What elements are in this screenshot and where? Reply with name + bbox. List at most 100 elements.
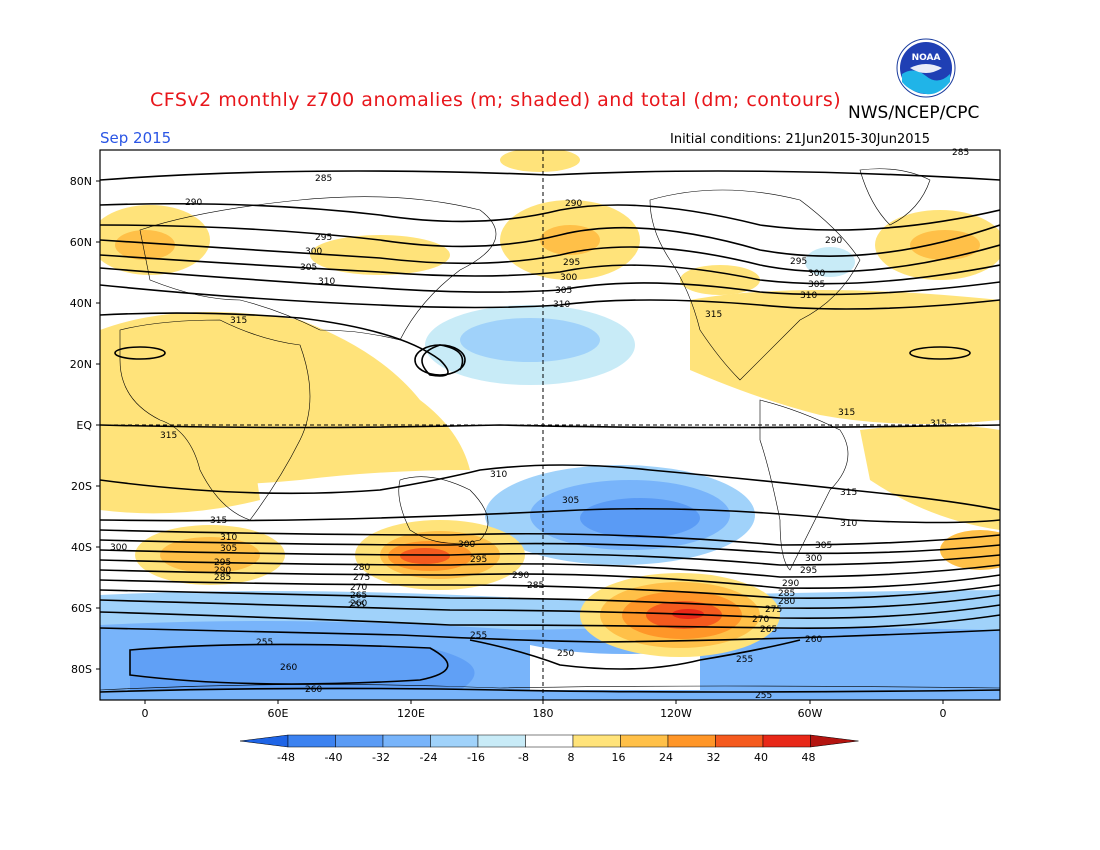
lon-label: 180 <box>533 707 554 720</box>
svg-text:310: 310 <box>318 277 335 287</box>
svg-text:255: 255 <box>348 601 365 611</box>
agency-label: NWS/NCEP/CPC <box>848 103 980 123</box>
svg-text:290: 290 <box>185 198 202 208</box>
latitude-axis: 80N 60N 40N 20N EQ 20S 40S 60S 80S <box>70 175 100 676</box>
colorbar-bin <box>525 734 574 748</box>
svg-text:260: 260 <box>305 685 322 695</box>
svg-text:280: 280 <box>778 597 795 607</box>
lat-label: 40N <box>70 297 92 310</box>
colorbar-bin <box>430 734 479 748</box>
svg-text:250: 250 <box>557 649 574 659</box>
svg-text:290: 290 <box>214 566 231 576</box>
lat-label: 80N <box>70 175 92 188</box>
lon-label: 120E <box>397 707 425 720</box>
svg-text:305: 305 <box>220 544 237 554</box>
lat-label: 60S <box>71 602 92 615</box>
colorbar-bin <box>810 734 859 748</box>
svg-text:310: 310 <box>840 519 857 529</box>
svg-text:275: 275 <box>353 573 370 583</box>
svg-text:255: 255 <box>256 638 273 648</box>
lat-label: 80S <box>71 663 92 676</box>
colorbar-bin <box>620 734 669 748</box>
svg-text:255: 255 <box>736 655 753 665</box>
svg-text:310: 310 <box>220 533 237 543</box>
svg-text:255: 255 <box>470 631 487 641</box>
svg-text:290: 290 <box>825 236 842 246</box>
colorbar-label: 40 <box>754 751 768 764</box>
colorbar-label: -24 <box>420 751 438 764</box>
svg-text:NOAA: NOAA <box>912 53 941 63</box>
svg-text:305: 305 <box>555 286 572 296</box>
svg-text:290: 290 <box>512 571 529 581</box>
svg-text:285: 285 <box>952 148 969 158</box>
colorbar: -48 -40 -32 -24 -16 -8 8 16 24 32 40 48 <box>239 734 859 764</box>
colorbar-bin <box>762 734 811 748</box>
svg-text:265: 265 <box>760 625 777 635</box>
map-title: CFSv2 monthly z700 anomalies (m; shaded)… <box>150 89 842 111</box>
colorbar-label: 16 <box>612 751 626 764</box>
colorbar-bin <box>335 734 384 748</box>
colorbar-bin <box>477 734 526 748</box>
svg-text:310: 310 <box>490 470 507 480</box>
svg-text:270: 270 <box>752 615 769 625</box>
lon-label: 0 <box>142 707 149 720</box>
lat-label: 20N <box>70 358 92 371</box>
svg-text:315: 315 <box>930 419 947 429</box>
svg-text:315: 315 <box>230 316 247 326</box>
svg-text:270: 270 <box>350 583 367 593</box>
svg-text:290: 290 <box>565 199 582 209</box>
lat-label: 40S <box>71 541 92 554</box>
svg-text:300: 300 <box>458 540 475 550</box>
colorbar-label: -40 <box>325 751 343 764</box>
colorbar-bin <box>287 734 336 748</box>
svg-text:305: 305 <box>815 541 832 551</box>
colorbar-label: -32 <box>372 751 390 764</box>
colorbar-label: -8 <box>518 751 529 764</box>
svg-text:275: 275 <box>765 605 782 615</box>
svg-text:295: 295 <box>470 555 487 565</box>
svg-text:310: 310 <box>800 291 817 301</box>
svg-text:300: 300 <box>560 273 577 283</box>
colorbar-label: 48 <box>802 751 816 764</box>
svg-text:295: 295 <box>563 258 580 268</box>
svg-text:280: 280 <box>353 563 370 573</box>
svg-text:315: 315 <box>210 516 227 526</box>
svg-text:305: 305 <box>808 280 825 290</box>
svg-text:285: 285 <box>315 174 332 184</box>
svg-text:300: 300 <box>305 247 322 257</box>
svg-text:315: 315 <box>705 310 722 320</box>
svg-text:260: 260 <box>280 663 297 673</box>
lat-label: 60N <box>70 236 92 249</box>
svg-text:315: 315 <box>838 408 855 418</box>
svg-text:290: 290 <box>782 579 799 589</box>
colorbar-label: 8 <box>568 751 575 764</box>
svg-text:300: 300 <box>808 269 825 279</box>
svg-text:285: 285 <box>527 581 544 591</box>
svg-text:285: 285 <box>214 573 231 583</box>
svg-text:300: 300 <box>805 554 822 564</box>
noaa-logo: NOAA <box>896 38 956 98</box>
svg-text:255: 255 <box>755 691 772 701</box>
lon-label: 0 <box>940 707 947 720</box>
colorbar-bin <box>239 734 289 748</box>
initial-conditions: Initial conditions: 21Jun2015-30Jun2015 <box>670 132 931 147</box>
colorbar-bin <box>572 734 621 748</box>
svg-text:260: 260 <box>350 599 367 609</box>
colorbar-label: 24 <box>659 751 673 764</box>
lon-label: 60E <box>268 707 289 720</box>
svg-text:310: 310 <box>553 300 570 310</box>
colorbar-bin <box>667 734 716 748</box>
colorbar-label: -48 <box>277 751 295 764</box>
colorbar-label: -16 <box>467 751 485 764</box>
lat-label: 20S <box>71 480 92 493</box>
lat-label: EQ <box>76 419 92 432</box>
colorbar-bin <box>715 734 764 748</box>
svg-text:305: 305 <box>300 263 317 273</box>
svg-text:285: 285 <box>778 589 795 599</box>
lon-label: 60W <box>798 707 823 720</box>
svg-text:300: 300 <box>110 543 127 553</box>
svg-text:295: 295 <box>790 257 807 267</box>
svg-text:305: 305 <box>562 496 579 506</box>
lon-label: 120W <box>660 707 692 720</box>
